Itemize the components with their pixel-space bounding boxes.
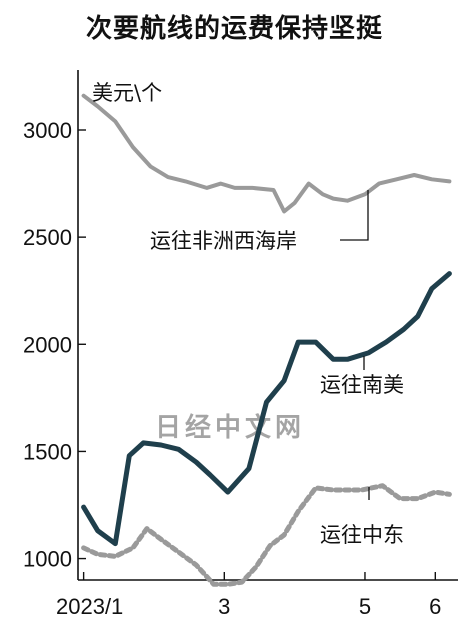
series-layer — [81, 93, 452, 587]
x-tick-label: 5 — [359, 594, 371, 619]
x-tick-label: 6 — [429, 594, 441, 619]
chart-title: 次要航线的运费保持坚挺 — [85, 14, 383, 44]
series-label: 运往南美 — [320, 373, 404, 397]
x-tick-label: 2023/1 — [56, 594, 123, 619]
x-tick-label: 3 — [218, 594, 230, 619]
series-line-3 — [81, 483, 452, 587]
watermark-text: 日经中文网 — [155, 412, 305, 443]
series-label: 运往中东 — [320, 523, 404, 547]
series-line-1 — [81, 93, 452, 214]
y-tick-label: 2000 — [23, 332, 72, 357]
y-tick-label: 2500 — [23, 225, 72, 250]
axis-labels: 美元\个 — [92, 81, 162, 105]
annotation-leader-line — [340, 190, 369, 241]
y-axis-label: 美元\个 — [92, 81, 162, 105]
y-tick-label: 1500 — [23, 439, 72, 464]
watermark-layer: 日经中文网 — [155, 412, 305, 443]
y-tick-label: 3000 — [23, 118, 72, 143]
y-tick-label: 1000 — [23, 547, 72, 572]
series-line-2 — [81, 271, 452, 547]
y-axis-ticks: 1000 1500 2000 2500 3000 2023/1 3 5 6 — [23, 118, 441, 619]
series-label: 运往非洲西海岸 — [150, 229, 297, 253]
axes — [77, 70, 458, 581]
